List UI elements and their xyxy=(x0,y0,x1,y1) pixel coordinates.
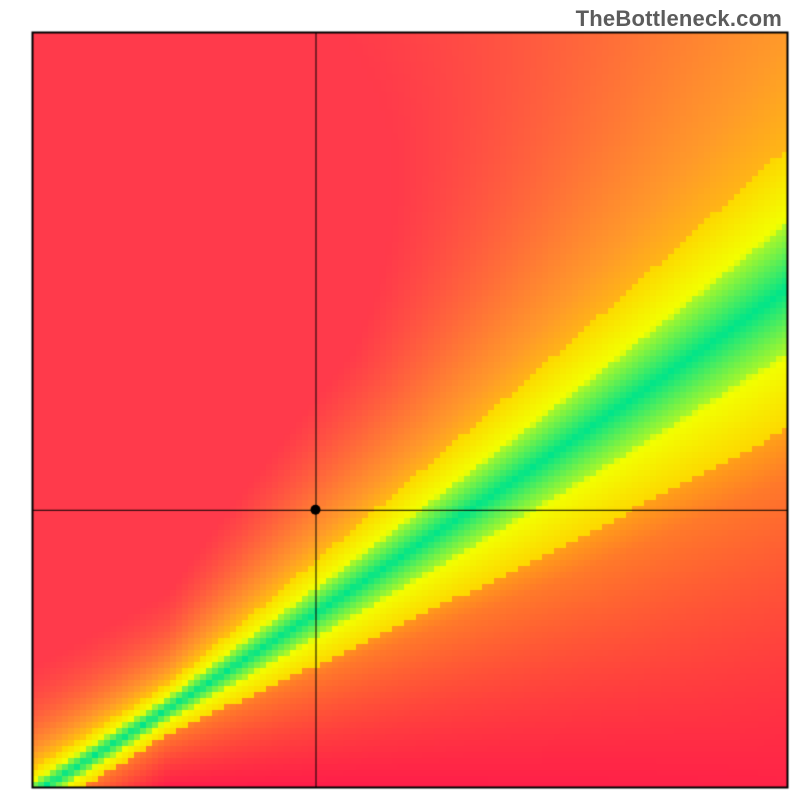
bottleneck-heatmap xyxy=(0,0,800,800)
watermark-text: TheBottleneck.com xyxy=(576,6,782,32)
chart-container: TheBottleneck.com xyxy=(0,0,800,800)
